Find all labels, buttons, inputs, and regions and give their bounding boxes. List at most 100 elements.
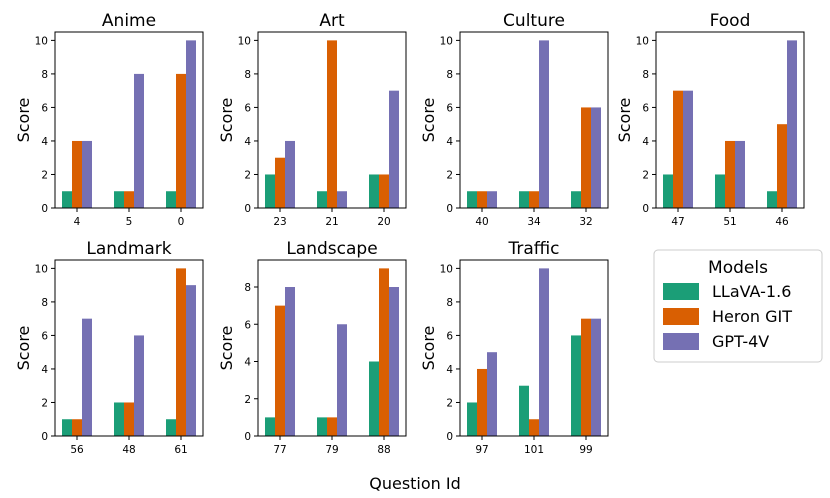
legend-title: Models [708, 258, 768, 278]
axes-frame [257, 31, 407, 209]
y-tick-label: 4 [446, 364, 453, 376]
y-tick-label: 8 [244, 282, 251, 294]
y-tick-label: 2 [244, 169, 251, 181]
y-tick-label: 6 [41, 330, 48, 342]
bar-llava-1-6-q48 [114, 402, 124, 436]
bar-heron-git-q40 [477, 191, 487, 208]
y-tick-label: 8 [244, 69, 251, 81]
y-tick-label: 0 [41, 203, 48, 215]
x-tick-label: 0 [178, 216, 185, 228]
subplot-title: Art [319, 11, 345, 31]
bar-llava-1-6-q34 [519, 191, 529, 208]
axes-frame [257, 259, 407, 437]
bar-gpt-4v-q0 [186, 40, 196, 208]
x-tick-label: 21 [325, 216, 338, 228]
x-tick-label: 47 [671, 216, 684, 228]
y-tick-label: 0 [642, 203, 649, 215]
subplot-landscape: Landscape Score 0 2 4 6 8 77 79 88 [217, 239, 407, 456]
y-axis-label: Score [615, 98, 634, 143]
axes-frame [54, 31, 204, 209]
x-tick-label: 101 [524, 444, 544, 456]
y-tick-label: 0 [244, 203, 251, 215]
y-tick-label: 6 [41, 102, 48, 114]
y-tick-label: 10 [238, 35, 251, 47]
y-tick-label: 10 [35, 35, 48, 47]
bar-gpt-4v-q88 [389, 287, 399, 436]
x-tick-label: 32 [579, 216, 592, 228]
y-tick-label: 8 [41, 297, 48, 309]
bar-heron-git-q77 [275, 305, 285, 436]
x-tick-label: 51 [723, 216, 736, 228]
bar-gpt-4v-q20 [389, 90, 399, 208]
legend-swatch-gpt-4v [663, 333, 699, 350]
y-tick-label: 2 [244, 394, 251, 406]
legend-swatch-heron-git [663, 308, 699, 325]
y-axis-label: Score [14, 326, 33, 371]
bar-heron-git-q4 [72, 140, 82, 208]
bar-heron-git-q20 [379, 174, 389, 208]
bar-llava-1-6-q77 [265, 417, 275, 436]
bar-heron-git-q23 [275, 157, 285, 208]
axes-frame [459, 259, 609, 437]
y-tick-label: 10 [636, 35, 649, 47]
bar-llava-1-6-q51 [715, 174, 725, 208]
bar-gpt-4v-q34 [539, 40, 549, 208]
y-axis-label: Score [217, 98, 236, 143]
x-tick-label: 48 [122, 444, 135, 456]
x-tick-label: 46 [775, 216, 789, 228]
x-tick-label: 79 [325, 444, 338, 456]
y-tick-label: 4 [41, 136, 48, 148]
subplot-traffic: Traffic Score 0 2 4 6 8 10 97 101 99 [419, 239, 609, 456]
bar-llava-1-6-q101 [519, 385, 529, 436]
bar-heron-git-q51 [725, 140, 735, 208]
legend-label-heron-git: Heron GIT [712, 307, 792, 326]
bar-gpt-4v-q56 [82, 318, 92, 436]
bar-llava-1-6-q4 [62, 191, 72, 208]
axes-frame [459, 31, 609, 209]
bar-gpt-4v-q4 [82, 140, 92, 208]
bar-llava-1-6-q0 [166, 191, 176, 208]
bar-heron-git-q48 [124, 402, 134, 436]
y-axis-label: Score [14, 98, 33, 143]
y-tick-label: 0 [244, 431, 251, 443]
bar-llava-1-6-q79 [317, 417, 327, 436]
y-tick-label: 4 [642, 136, 649, 148]
bar-gpt-4v-q21 [337, 191, 347, 208]
bar-gpt-4v-q47 [683, 90, 693, 208]
x-tick-label: 99 [579, 444, 592, 456]
bar-llava-1-6-q20 [369, 174, 379, 208]
bar-gpt-4v-q23 [285, 140, 295, 208]
legend-swatch-llava-1-6 [663, 283, 699, 300]
y-tick-label: 4 [244, 357, 251, 369]
axes-frame [655, 31, 805, 209]
bar-heron-git-q61 [176, 268, 186, 436]
subplot-title: Anime [102, 11, 156, 31]
bar-gpt-4v-q97 [487, 352, 497, 436]
bar-llava-1-6-q46 [767, 191, 777, 208]
x-tick-label: 40 [475, 216, 488, 228]
y-tick-label: 10 [440, 35, 453, 47]
bar-heron-git-q47 [673, 90, 683, 208]
axes-frame [54, 259, 204, 437]
y-axis-label: Score [419, 326, 438, 371]
x-tick-label: 61 [174, 444, 187, 456]
bar-gpt-4v-q51 [735, 140, 745, 208]
x-tick-label: 34 [527, 216, 541, 228]
x-tick-label: 56 [70, 444, 84, 456]
bar-gpt-4v-q61 [186, 285, 196, 436]
legend-label-llava-1-6: LLaVA-1.6 [712, 282, 791, 301]
bar-heron-git-q56 [72, 419, 82, 436]
subplot-title: Landmark [86, 239, 171, 259]
bar-gpt-4v-q99 [591, 318, 601, 436]
subplot-anime: Anime Score 0 2 4 6 8 10 4 5 0 [14, 11, 204, 228]
subplot-title: Traffic [507, 239, 559, 259]
bar-heron-git-q88 [379, 268, 389, 436]
y-tick-label: 2 [642, 169, 649, 181]
bar-heron-git-q5 [124, 191, 134, 208]
bar-gpt-4v-q77 [285, 287, 295, 436]
y-tick-label: 6 [446, 102, 453, 114]
y-tick-label: 0 [446, 203, 453, 215]
y-tick-label: 4 [244, 136, 251, 148]
